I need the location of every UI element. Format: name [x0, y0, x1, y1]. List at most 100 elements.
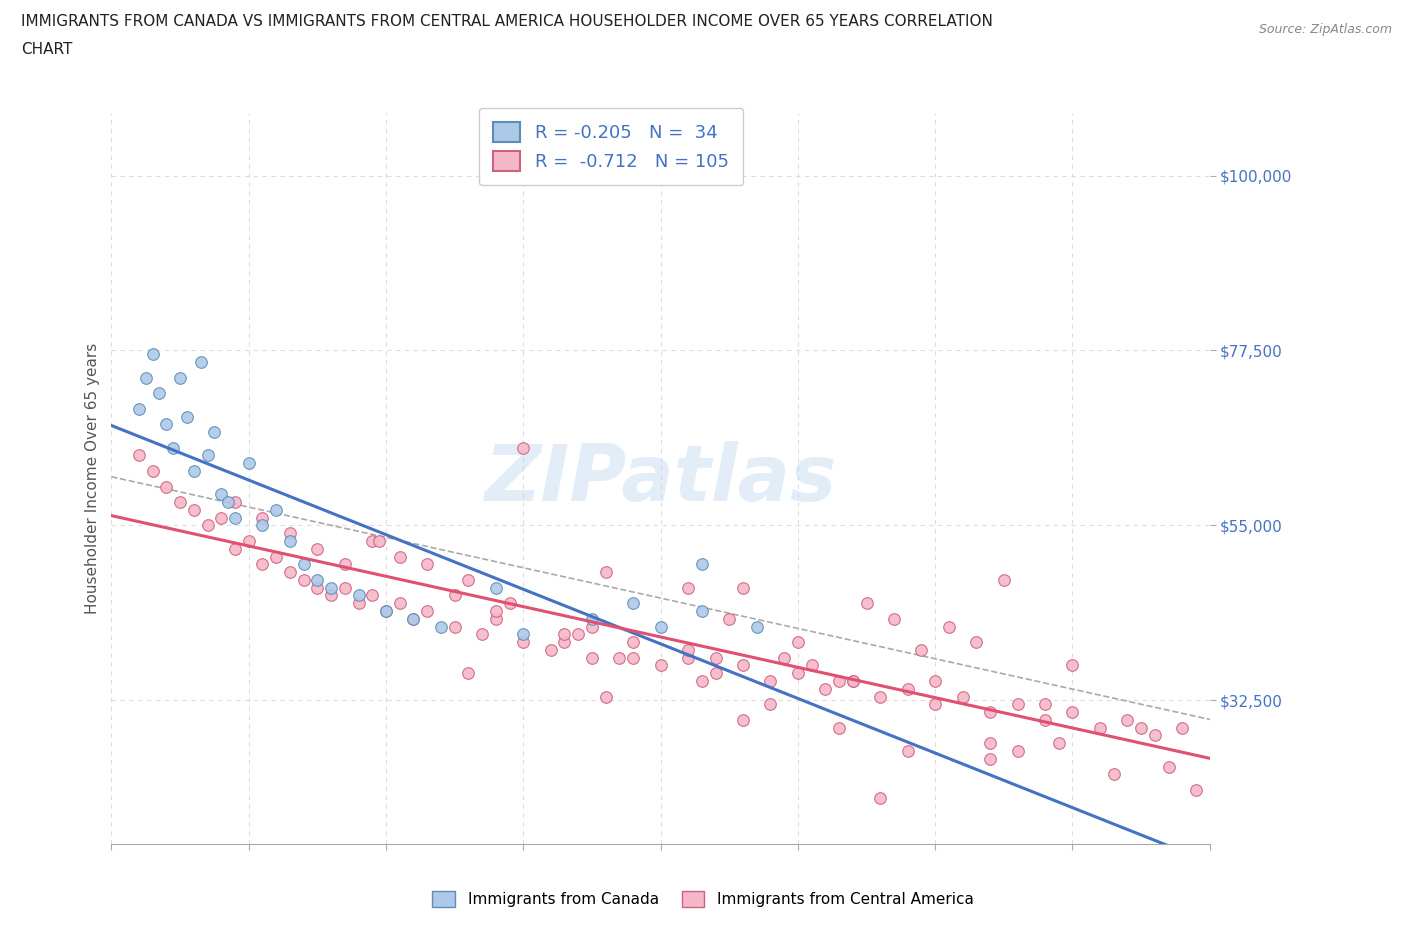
- Point: [938, 619, 960, 634]
- Point: [512, 440, 534, 455]
- Point: [676, 643, 699, 658]
- Point: [292, 557, 315, 572]
- Point: [361, 534, 384, 549]
- Point: [540, 643, 562, 658]
- Point: [264, 502, 287, 517]
- Point: [319, 588, 342, 603]
- Point: [731, 580, 754, 595]
- Point: [690, 604, 713, 618]
- Point: [183, 463, 205, 478]
- Point: [155, 479, 177, 494]
- Point: [1007, 697, 1029, 711]
- Point: [690, 673, 713, 688]
- Point: [512, 627, 534, 642]
- Point: [430, 619, 453, 634]
- Point: [485, 580, 508, 595]
- Point: [1062, 658, 1084, 673]
- Point: [553, 634, 575, 649]
- Point: [704, 666, 727, 681]
- Point: [965, 634, 987, 649]
- Point: [731, 658, 754, 673]
- Point: [278, 534, 301, 549]
- Point: [402, 611, 425, 626]
- Point: [307, 573, 329, 588]
- Point: [910, 643, 932, 658]
- Point: [567, 627, 589, 642]
- Point: [307, 580, 329, 595]
- Point: [952, 689, 974, 704]
- Point: [224, 541, 246, 556]
- Point: [800, 658, 823, 673]
- Text: IMMIGRANTS FROM CANADA VS IMMIGRANTS FROM CENTRAL AMERICA HOUSEHOLDER INCOME OVE: IMMIGRANTS FROM CANADA VS IMMIGRANTS FRO…: [21, 14, 993, 29]
- Point: [1185, 782, 1208, 797]
- Point: [457, 573, 479, 588]
- Point: [209, 511, 232, 525]
- Point: [292, 573, 315, 588]
- Text: ZIPatlas: ZIPatlas: [485, 441, 837, 517]
- Point: [883, 611, 905, 626]
- Point: [553, 627, 575, 642]
- Point: [183, 502, 205, 517]
- Point: [416, 604, 439, 618]
- Point: [1007, 744, 1029, 759]
- Point: [581, 611, 603, 626]
- Point: [1116, 712, 1139, 727]
- Point: [1033, 712, 1056, 727]
- Point: [1102, 767, 1125, 782]
- Point: [731, 712, 754, 727]
- Point: [142, 463, 165, 478]
- Point: [595, 565, 617, 579]
- Point: [375, 604, 398, 618]
- Point: [197, 518, 219, 533]
- Point: [650, 658, 672, 673]
- Point: [368, 534, 391, 549]
- Point: [581, 650, 603, 665]
- Point: [485, 611, 508, 626]
- Point: [498, 596, 520, 611]
- Point: [676, 580, 699, 595]
- Point: [375, 604, 398, 618]
- Point: [264, 549, 287, 564]
- Point: [128, 448, 150, 463]
- Point: [278, 565, 301, 579]
- Point: [224, 511, 246, 525]
- Point: [307, 541, 329, 556]
- Point: [217, 495, 239, 510]
- Point: [759, 697, 782, 711]
- Point: [388, 549, 411, 564]
- Point: [1143, 728, 1166, 743]
- Point: [190, 354, 212, 369]
- Point: [388, 596, 411, 611]
- Point: [238, 456, 260, 471]
- Point: [855, 596, 877, 611]
- Point: [924, 697, 946, 711]
- Point: [581, 619, 603, 634]
- Point: [759, 673, 782, 688]
- Point: [197, 448, 219, 463]
- Point: [1033, 697, 1056, 711]
- Point: [512, 634, 534, 649]
- Point: [1062, 705, 1084, 720]
- Point: [650, 619, 672, 634]
- Point: [209, 487, 232, 502]
- Point: [252, 557, 274, 572]
- Point: [319, 580, 342, 595]
- Point: [897, 682, 920, 697]
- Point: [169, 495, 191, 510]
- Point: [745, 619, 768, 634]
- Point: [162, 440, 184, 455]
- Point: [979, 751, 1001, 766]
- Y-axis label: Householder Income Over 65 years: Householder Income Over 65 years: [86, 343, 100, 615]
- Point: [252, 511, 274, 525]
- Point: [252, 518, 274, 533]
- Point: [128, 402, 150, 417]
- Point: [155, 417, 177, 432]
- Point: [869, 790, 891, 805]
- Point: [979, 705, 1001, 720]
- Point: [842, 673, 865, 688]
- Point: [361, 588, 384, 603]
- Point: [224, 495, 246, 510]
- Legend: R = -0.205   N =  34, R =  -0.712   N = 105: R = -0.205 N = 34, R = -0.712 N = 105: [479, 108, 744, 185]
- Point: [176, 409, 198, 424]
- Point: [609, 650, 631, 665]
